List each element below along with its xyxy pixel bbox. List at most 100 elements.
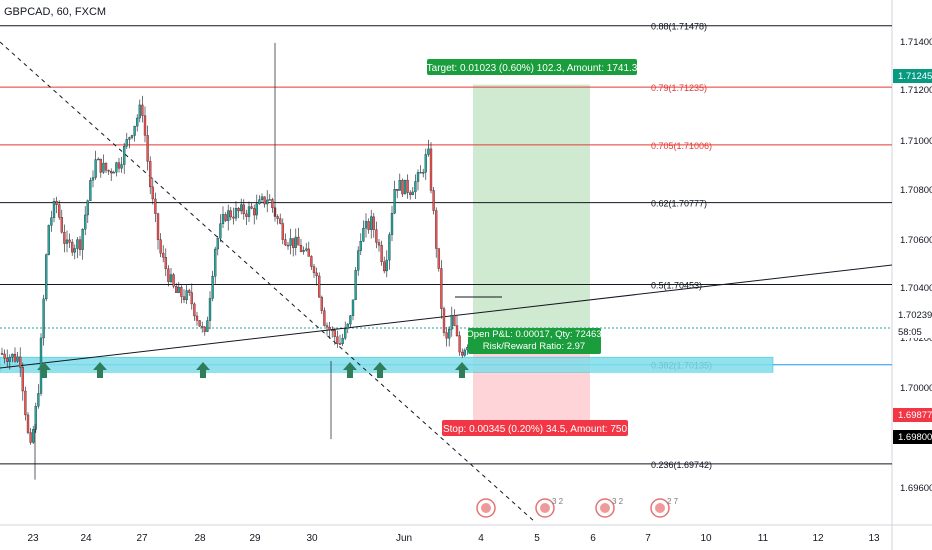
- price-tick-label: 1.71200: [900, 85, 932, 96]
- price-tick-label: 1.70400: [900, 283, 932, 294]
- candle-body: [34, 406, 37, 430]
- x-tick-label: 4: [478, 533, 484, 544]
- candle-body: [182, 296, 186, 301]
- candle-body: [461, 351, 464, 356]
- up-arrow-icon: [343, 362, 357, 378]
- candle-body: [229, 210, 232, 218]
- candle-body: [240, 204, 243, 212]
- candle-body: [81, 229, 84, 250]
- candle-body: [65, 239, 69, 244]
- x-tick-label: 29: [249, 533, 261, 544]
- candle-body: [325, 325, 329, 328]
- candle-body: [203, 326, 206, 332]
- price-label-bg: [893, 308, 932, 322]
- candle-body: [120, 164, 123, 169]
- candle-body: [162, 253, 165, 258]
- candle-body: [91, 177, 95, 181]
- candle-body: [297, 236, 300, 246]
- candle-body: [450, 314, 453, 330]
- candle-body: [206, 320, 209, 332]
- candle-body: [333, 330, 336, 337]
- candle-body: [188, 290, 191, 293]
- candle-body: [250, 206, 253, 209]
- candle-body: [73, 248, 76, 253]
- x-tick-label: 24: [80, 533, 92, 544]
- candle-body: [424, 154, 427, 173]
- candle-body: [307, 248, 310, 257]
- fib-level-label: 0.79(1.71235): [651, 83, 707, 93]
- candle-body: [398, 180, 401, 191]
- price-tick-label: 1.69600: [900, 483, 932, 494]
- candle-body: [375, 229, 378, 243]
- candle-body: [68, 239, 71, 243]
- target-label: Target: 0.01023 (0.60%) 102.3, Amount: 1…: [427, 63, 638, 74]
- candle-body: [455, 325, 459, 336]
- pnl-rr-background[interactable]: [468, 328, 601, 354]
- candle-body: [52, 201, 56, 218]
- candle-body: [169, 274, 173, 282]
- candle-body: [318, 275, 321, 298]
- candle-body: [216, 238, 219, 250]
- candle-body: [104, 162, 108, 171]
- support-zone[interactable]: [0, 356, 774, 373]
- candle-body: [86, 200, 89, 216]
- flag-uk-icon-inner: [540, 503, 550, 513]
- candle-body: [279, 218, 282, 224]
- candle-body: [221, 214, 225, 224]
- candle-body: [219, 223, 222, 239]
- fib-level-label: 0.62(1.70777): [651, 199, 707, 209]
- candle-body: [351, 299, 355, 316]
- candle-body: [323, 310, 326, 326]
- candle-body: [149, 161, 152, 188]
- candle-body: [406, 179, 409, 193]
- target-zone[interactable]: [473, 84, 590, 343]
- candle-body: [388, 234, 391, 261]
- candle-body: [193, 303, 196, 317]
- symbol-title[interactable]: GBPCAD, 60, FXCM: [4, 6, 107, 18]
- candle-body: [58, 204, 61, 218]
- target-label-bg[interactable]: [427, 59, 637, 75]
- candle-body: [8, 357, 11, 362]
- stop-label: Stop: 0.00345 (0.20%) 34.5, Amount: 750: [443, 424, 627, 435]
- candle-body: [245, 213, 248, 217]
- candle-body: [198, 320, 201, 327]
- candle-body: [45, 254, 48, 300]
- flag-ca-uk-icon-inner: [600, 503, 610, 513]
- descending-trendline[interactable]: [0, 41, 536, 523]
- candle-body: [177, 286, 180, 293]
- candle-body: [341, 337, 344, 345]
- candle-body: [437, 248, 440, 269]
- up-arrow-icon: [373, 362, 387, 378]
- candle-body: [99, 158, 102, 173]
- candle-body: [175, 286, 178, 293]
- x-tick-label: 6: [590, 533, 596, 544]
- candle-body: [107, 170, 110, 172]
- candle-body: [138, 104, 141, 119]
- candle-body: [310, 256, 313, 267]
- candle-body: [346, 323, 349, 329]
- stop-zone[interactable]: [473, 342, 590, 430]
- candle-body: [159, 239, 162, 254]
- candle-body: [224, 214, 227, 221]
- candle-body: [102, 162, 105, 173]
- candle-body: [76, 239, 79, 249]
- candle-body: [338, 343, 342, 345]
- candle-body: [84, 214, 87, 230]
- stop-label-bg[interactable]: [442, 420, 628, 436]
- x-tick-label: 13: [868, 533, 880, 544]
- price-tick-label: 1.71000: [900, 136, 932, 147]
- candle-body: [130, 135, 134, 138]
- x-tick-label: 5: [534, 533, 540, 544]
- candle-body: [429, 148, 433, 191]
- ascending-trendline[interactable]: [0, 264, 893, 369]
- candle-body: [299, 245, 303, 252]
- candle-body: [60, 217, 63, 233]
- candle-body: [320, 296, 323, 311]
- candle-body: [16, 356, 19, 362]
- price-label-bg: [893, 430, 932, 444]
- candle-body: [403, 179, 407, 195]
- candle-body: [263, 196, 266, 205]
- up-arrow-icon: [93, 362, 107, 378]
- candle-body: [294, 236, 297, 248]
